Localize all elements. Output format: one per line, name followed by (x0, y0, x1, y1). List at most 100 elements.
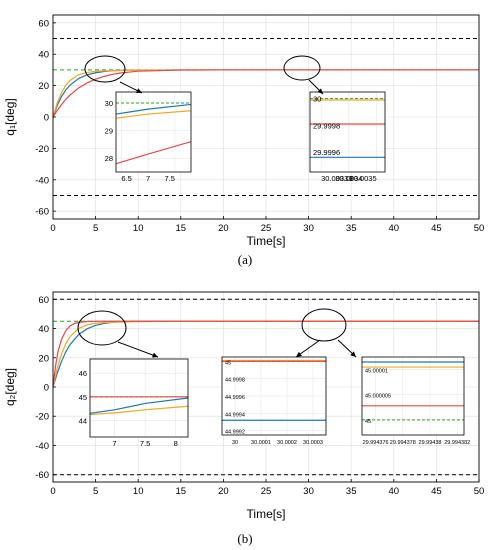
x-tick-label: 20 (218, 223, 229, 234)
x-tick-label: 30 (303, 486, 314, 497)
inset-x-tick-label: 30.0001 (251, 440, 271, 446)
panel-b: 0 5 10 15 20 25 30 35 40 45 50 -60 -40 -20 0 20 40 60 Time… (3, 291, 485, 521)
x-tick-label: 5 (93, 223, 98, 234)
zoom-inset-1: 6.5 7 7.5 28 29 30 (105, 91, 192, 183)
inset-plot-area (116, 102, 191, 165)
x-tick-label: 45 (431, 223, 442, 234)
inset-frame (115, 91, 192, 173)
y-tick-label: -40 (35, 441, 49, 452)
y-axis-label: q₁[deg] (3, 98, 17, 135)
x-tick-label: 45 (431, 486, 442, 497)
y-tick-label: 20 (38, 81, 49, 92)
caption-b: (b) (237, 531, 252, 546)
inset-x-tick-label: 29.994382 (444, 440, 470, 446)
y-tick-label: -20 (35, 144, 49, 155)
zoom-arrow-head (136, 88, 142, 93)
inset-x-tick-label: 30.0034 (335, 174, 362, 183)
inset-x-tick-label: 30.0002 (277, 440, 297, 446)
y-tick-label: -40 (35, 175, 49, 186)
inset-x-tick-label: 7 (112, 439, 116, 448)
inset-series-line-blue (116, 103, 191, 115)
inset-y-tick-label: 44.9992 (225, 430, 245, 436)
inset-y-tick-label: 44.9996 (225, 395, 245, 401)
inset-background (362, 357, 464, 435)
y-tick-label: -20 (35, 412, 49, 423)
inset-plot-area (362, 361, 464, 421)
inset-series-line-orange (90, 405, 188, 416)
series-line-red (52, 320, 479, 388)
x-tick-label: 10 (133, 486, 144, 497)
inset-y-tick-label: 46 (79, 369, 87, 378)
inset-series-line-red (116, 141, 191, 165)
inset-y-tick-label: 45 (365, 419, 371, 425)
y-tick-label: 40 (38, 324, 49, 335)
inset-x-tick-label: 8 (174, 439, 178, 448)
inset-background (90, 359, 188, 437)
inset-x-tick-label: 7.5 (140, 439, 150, 448)
inset-frame (89, 358, 189, 438)
x-tick-label: 15 (176, 486, 187, 497)
zoom-region-ellipse (84, 55, 126, 83)
zoom-arrow-head (296, 351, 302, 357)
x-tick-label: 5 (93, 486, 98, 497)
x-tick-label: 50 (474, 223, 485, 234)
x-axis-label: Time[s] (247, 234, 286, 248)
y-tick-label: -60 (35, 470, 49, 481)
inset-y-tick-label: 45 (225, 360, 231, 366)
inset-y-tick-label: 45.00001 (365, 369, 388, 375)
inset-x-tick-label: 30.00333 (321, 174, 352, 183)
y-tick-label: 20 (38, 353, 49, 364)
inset-plot-area (90, 396, 188, 416)
y-tick-label: 0 (44, 383, 49, 394)
y-tick-label: 60 (38, 18, 49, 29)
inset-x-tick-label: 29.994378 (390, 440, 416, 446)
x-tick-label: 25 (261, 223, 272, 234)
zoom-region-ellipse (77, 310, 127, 346)
y-tick-label: 60 (38, 295, 49, 306)
zoom-inset-2: 30 30.0001 30.0002 30.0003 44.9992 44.9994 44.… (221, 356, 327, 446)
x-tick-label: 50 (474, 486, 485, 497)
inset-y-tick-label: 30 (105, 99, 113, 108)
inset-y-tick-label: 45 (79, 393, 87, 402)
caption-a: (a) (238, 252, 252, 267)
inset-y-tick-label: 45.000005 (365, 394, 391, 400)
panel-a: 0 5 10 15 20 25 30 35 40 45 50 -60 -40 -20 0 20 40 60 Time… (3, 14, 485, 248)
inset-series-line-blue (90, 397, 188, 414)
inset-frame (221, 356, 327, 436)
inset-series-line-orange (116, 110, 191, 119)
inset-x-tick-label: 7.5 (164, 174, 174, 183)
inset-y-tick-label: 44.9998 (225, 378, 245, 384)
zoom-arrow-head (317, 88, 323, 94)
x-tick-label: 20 (218, 486, 229, 497)
inset-x-tick-label: 30.0003 (303, 440, 323, 446)
inset-x-tick-label: 6.5 (121, 174, 131, 183)
inset-frame (361, 356, 465, 436)
x-tick-label: 35 (346, 223, 357, 234)
inset-frame (309, 91, 386, 173)
inset-background (310, 92, 385, 172)
y-tick-label: 0 (44, 113, 49, 124)
inset-x-tick-label: 29.99438 (419, 440, 442, 446)
inset-y-tick-label: 29.9998 (313, 121, 340, 130)
x-axis-label: Time[s] (247, 507, 286, 521)
x-tick-label: 25 (261, 486, 272, 497)
inset-plot-area (222, 359, 326, 421)
x-tick-label: 0 (50, 223, 55, 234)
inset-y-tick-label: 44 (79, 416, 87, 425)
inset-plot-area (310, 98, 385, 158)
y-tick-label: -60 (35, 207, 49, 218)
x-tick-label: 0 (50, 486, 55, 497)
inset-y-tick-label: 28 (105, 154, 113, 163)
inset-y-tick-label: 29 (105, 127, 113, 136)
x-tick-label: 10 (133, 223, 144, 234)
y-tick-label: 40 (38, 50, 49, 61)
x-tick-label: 40 (389, 486, 400, 497)
y-axis-label: q₂[deg] (3, 368, 17, 406)
zoom-inset-1: 7 7.5 8 44 45 46 (79, 358, 189, 448)
zoom-region-ellipse (283, 55, 321, 81)
zoom-arrow-line (117, 341, 159, 358)
inset-x-tick-label: 30.0035 (350, 174, 377, 183)
series-line-red (52, 69, 479, 118)
